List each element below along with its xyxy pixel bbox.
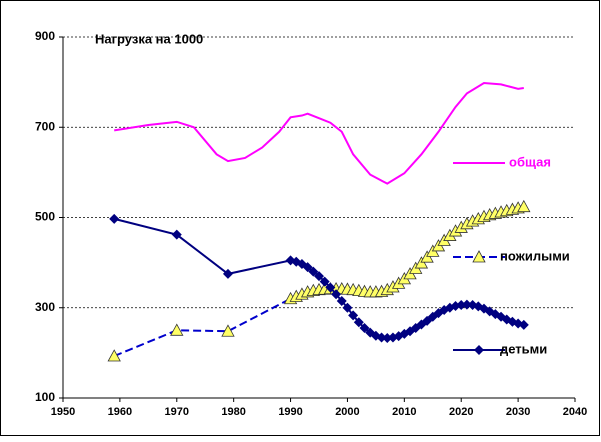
point — [517, 199, 531, 213]
legend-marker — [472, 250, 486, 263]
y-tick-label: 500 — [35, 210, 55, 224]
point — [461, 299, 472, 310]
point — [336, 295, 347, 306]
chart-title: Нагрузка на 1000 — [95, 31, 203, 46]
legend-label: детьми — [500, 341, 547, 356]
point — [342, 302, 353, 313]
x-tick-label: 1970 — [165, 406, 189, 418]
point — [308, 266, 319, 277]
point — [319, 276, 330, 287]
point — [376, 332, 387, 343]
point — [170, 323, 184, 336]
point — [221, 324, 235, 337]
point — [107, 349, 121, 362]
point — [382, 332, 393, 343]
point — [348, 310, 359, 321]
y-tick-label: 100 — [35, 390, 55, 404]
point — [331, 289, 342, 300]
point — [171, 229, 182, 240]
point — [109, 213, 120, 224]
x-tick-label: 2030 — [506, 406, 530, 418]
legend-marker — [474, 345, 484, 355]
y-tick-label: 900 — [35, 29, 55, 43]
x-tick-label: 2010 — [392, 406, 416, 418]
point — [314, 271, 324, 282]
y-tick-label: 700 — [35, 119, 55, 133]
x-tick-label: 2000 — [335, 406, 359, 418]
series-line — [114, 82, 524, 185]
x-tick-label: 1950 — [51, 406, 75, 418]
point — [518, 319, 529, 330]
x-tick-label: 1980 — [221, 406, 245, 418]
x-tick-label: 1960 — [108, 406, 132, 418]
point — [359, 323, 370, 334]
point — [222, 268, 233, 279]
legend-label: пожилыми — [500, 248, 570, 263]
y-tick-label: 300 — [35, 300, 55, 314]
point — [456, 300, 467, 311]
x-tick-label: 2020 — [449, 406, 473, 418]
point — [325, 282, 336, 293]
x-tick-label: 2040 — [563, 406, 587, 418]
x-tick-label: 1990 — [278, 406, 302, 418]
point — [353, 317, 364, 328]
point — [302, 262, 313, 273]
legend-label: общая — [509, 154, 551, 169]
